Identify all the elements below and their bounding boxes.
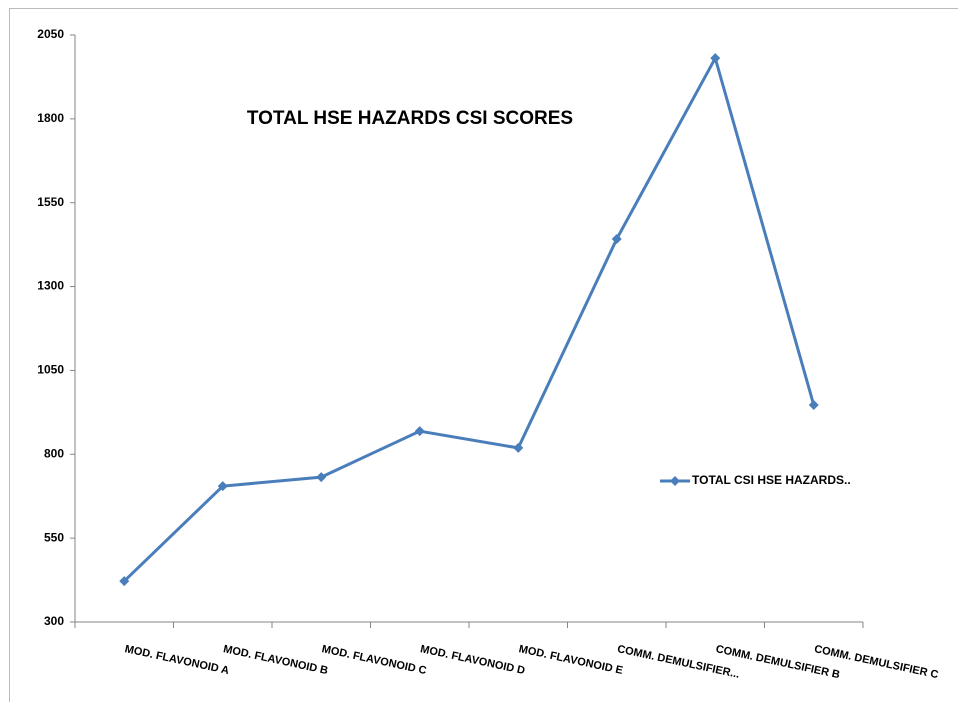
x-tick-label: MOD. FLAVONOID E <box>518 643 624 677</box>
point <box>316 472 327 483</box>
y-tick-label: 1800 <box>37 111 64 125</box>
point <box>808 399 819 410</box>
point <box>119 576 130 587</box>
point <box>217 481 228 492</box>
y-tick-label: 300 <box>44 614 64 628</box>
x-tick-label: MOD. FLAVONOID A <box>124 643 231 677</box>
point <box>513 442 524 453</box>
point <box>611 233 622 244</box>
y-tick-label: 1550 <box>37 195 64 209</box>
chart-title: TOTAL HSE HAZARDS CSI SCORES <box>247 108 573 129</box>
x-tick-label: MOD. FLAVONOID B <box>222 643 329 677</box>
point <box>710 53 721 64</box>
x-tick-label: MOD. FLAVONOID D <box>419 643 526 677</box>
y-tick-label: 800 <box>44 446 64 460</box>
series-line <box>123 54 816 583</box>
chart-frame <box>9 8 958 702</box>
y-tick-label: 1050 <box>37 363 64 377</box>
point <box>414 426 425 437</box>
legend-label: TOTAL CSI HSE HAZARDS.. <box>692 473 851 487</box>
y-tick-label: 550 <box>44 530 64 544</box>
legend-marker <box>670 476 680 486</box>
y-tick-label: 1300 <box>37 279 64 293</box>
x-tick-label: MOD. FLAVONOID C <box>321 643 428 677</box>
y-tick-label: 2050 <box>37 27 64 41</box>
